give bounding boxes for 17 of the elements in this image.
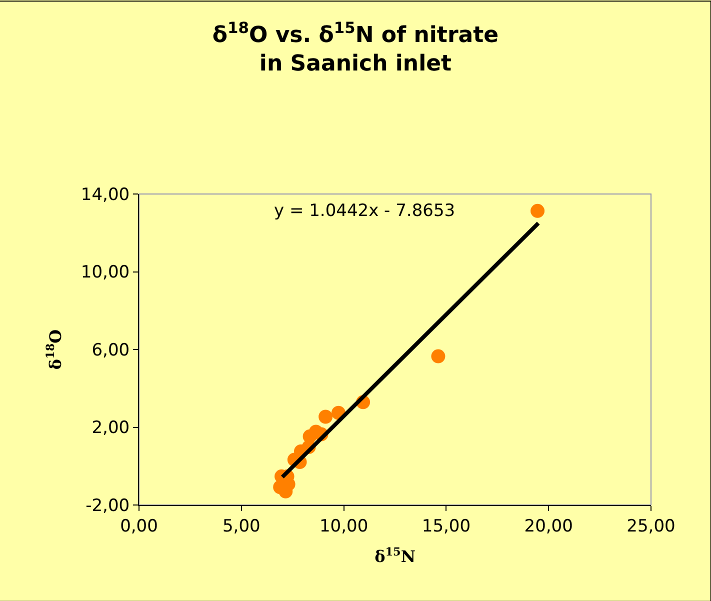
x-tick-label: 0,00 bbox=[120, 516, 158, 536]
y-tick-label: 6,00 bbox=[92, 340, 130, 360]
x-tick-label: 15,00 bbox=[422, 516, 471, 536]
y-tick-label: 14,00 bbox=[80, 184, 130, 205]
y-tick-label: 10,00 bbox=[80, 262, 130, 283]
x-axis-title: δ$^{15}$N bbox=[374, 544, 416, 566]
x-tick-label: 20,00 bbox=[524, 516, 573, 536]
point bbox=[530, 204, 545, 218]
x-tick-label: 5,00 bbox=[222, 516, 260, 536]
chart-title: δ$^{18}$O vs. δ$^{15}$N of nitrate in Saanich inlet bbox=[212, 18, 499, 77]
y-tick-label: -2,00 bbox=[86, 496, 130, 516]
annotation: y = 1.0442x - 7.8653 bbox=[274, 201, 456, 221]
y-tick-label: 2,00 bbox=[92, 418, 130, 438]
point bbox=[431, 349, 446, 364]
x-tick-label: 25,00 bbox=[626, 516, 676, 536]
point bbox=[318, 410, 333, 424]
x-tick-label: 10,00 bbox=[319, 516, 368, 536]
